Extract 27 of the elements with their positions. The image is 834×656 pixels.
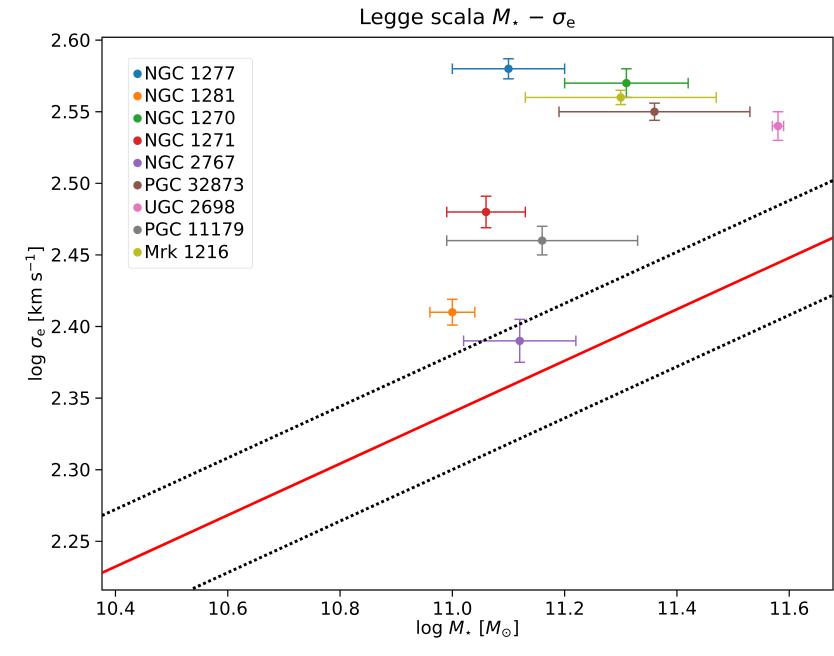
legend-label: NGC 1271: [146, 133, 234, 147]
chart-title: Legge scala M$_{⋆}$ − σ$_{e}$: [361, 8, 575, 29]
x-tick-label: 11.4: [658, 601, 696, 614]
x-tick-label: 10.4: [97, 601, 134, 615]
x-tick-label: 10.6: [210, 601, 247, 615]
x-tick-label: 11.2: [546, 601, 583, 615]
y-tick-label: 2.50: [52, 176, 90, 190]
legend-label: NGC 1281: [146, 88, 234, 102]
y-tick-label: 2.25: [52, 534, 90, 548]
y-tick-label: 2.60: [52, 33, 90, 47]
y-axis-title: log σ$_{e}$ [km s$^{−1}$]: [25, 247, 46, 380]
x-axis-title: log M$_{⋆}$ [M$_{⊙}$]: [417, 620, 518, 638]
y-tick-label: 2.40: [52, 320, 90, 334]
legend-label: UGC 2698: [146, 200, 234, 214]
x-tick-label: 10.8: [322, 601, 359, 615]
legend-label: PGC 32873: [146, 178, 244, 192]
legend-label: NGC 1277: [146, 66, 234, 80]
legend-label: NGC 1270: [146, 110, 234, 124]
x-tick-label: 11.0: [434, 601, 472, 615]
y-tick-label: 2.30: [52, 462, 90, 477]
y-tick-label: 2.45: [52, 248, 90, 262]
legend-label: Mrk 1216: [146, 244, 228, 258]
legend-label: NGC 2767: [146, 155, 234, 169]
x-tick-label: 11.6: [771, 601, 808, 615]
y-tick-label: 2.35: [52, 391, 90, 405]
legend-label: PGC 11179: [146, 222, 244, 236]
y-tick-label: 2.55: [52, 104, 90, 119]
